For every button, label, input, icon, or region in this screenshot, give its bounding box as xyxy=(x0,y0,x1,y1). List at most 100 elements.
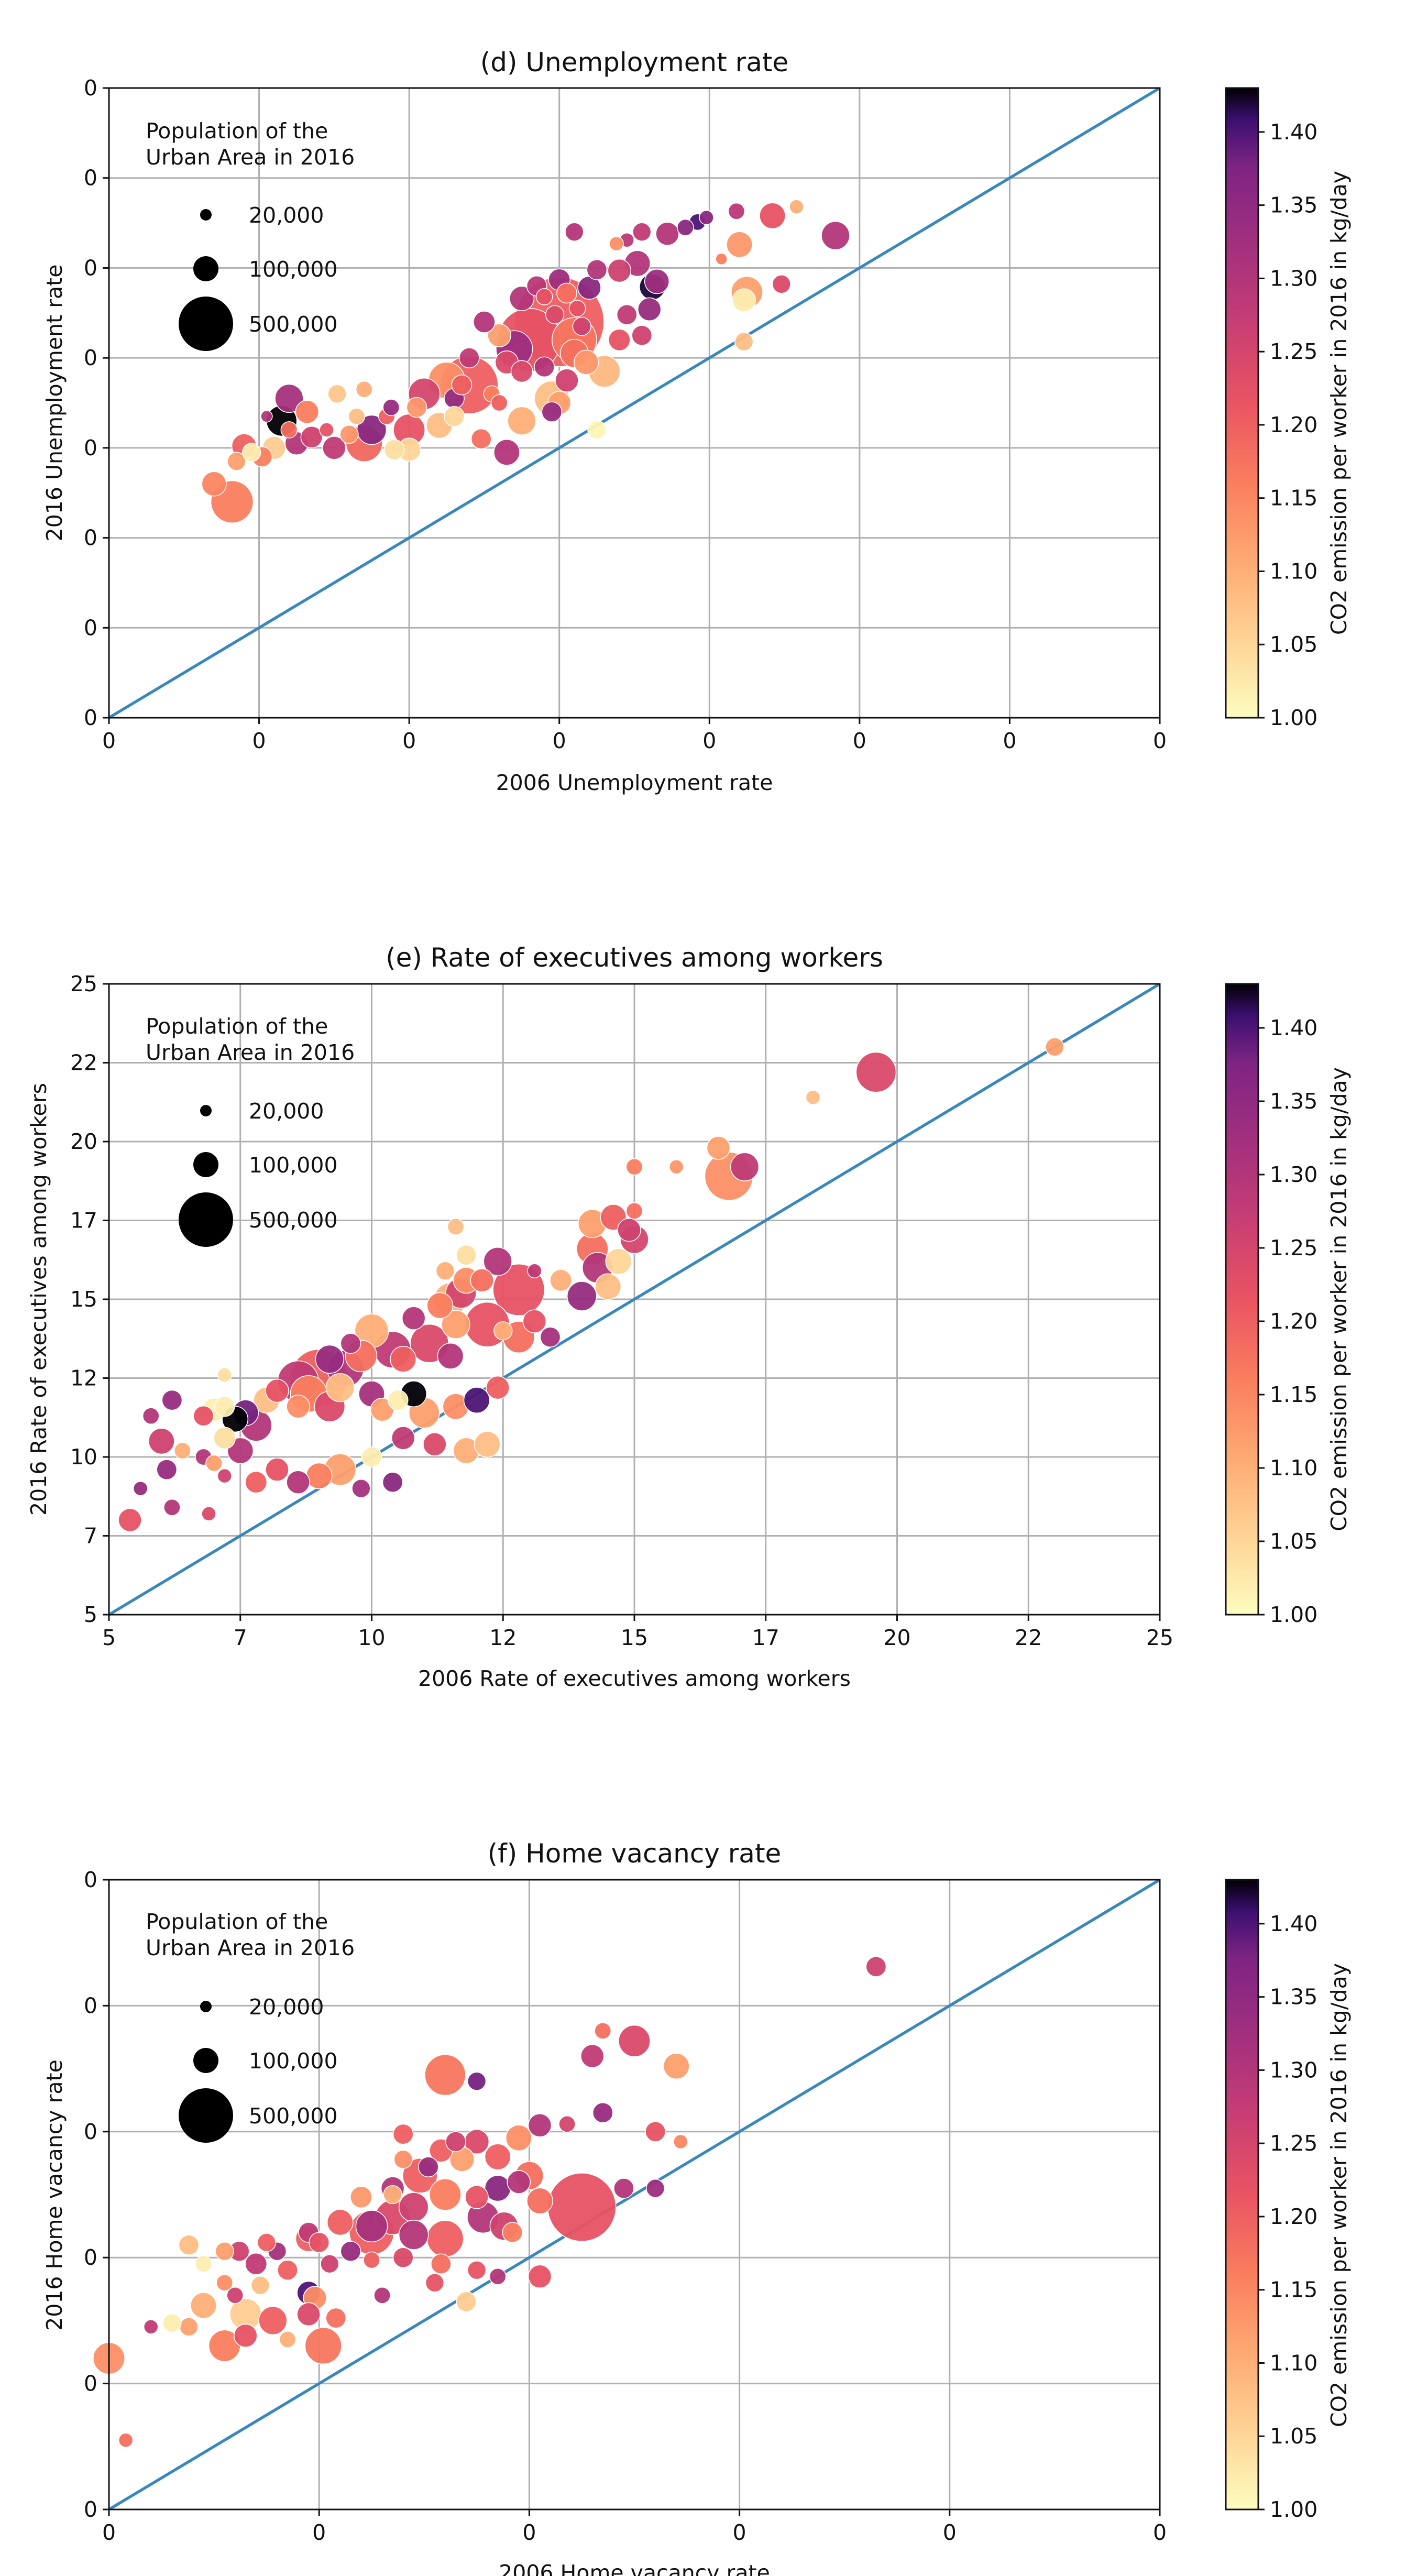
x-tick-label: 5 xyxy=(102,1625,116,1650)
data-point xyxy=(528,2264,552,2289)
panel-e-y-axis-label: 2016 Rate of executives among workers xyxy=(26,1083,51,1516)
data-point xyxy=(355,380,373,398)
colorbar-tick-label: 1.25 xyxy=(1270,2131,1317,2156)
data-point xyxy=(445,2131,466,2152)
panel-e-title: (e) Rate of executives among workers xyxy=(386,942,883,973)
colorbar-tick-label: 1.35 xyxy=(1270,1985,1317,2010)
data-point xyxy=(429,2178,462,2211)
data-point xyxy=(274,383,304,413)
data-point xyxy=(625,1202,643,1220)
panel-f-x-axis-label: 2006 Home vacancy rate xyxy=(499,2560,770,2576)
x-tick-label: 0 xyxy=(1003,728,1016,753)
y-tick-label: 5 xyxy=(84,1602,97,1627)
data-point xyxy=(418,2156,439,2177)
data-point xyxy=(592,2102,613,2123)
panel-d-y-ticks: 0 0 0 0 0 0 0 0 xyxy=(84,75,109,730)
data-point xyxy=(195,2255,212,2273)
data-point xyxy=(205,1454,223,1472)
legend-size-medium-label: 100,000 xyxy=(249,257,338,282)
data-point xyxy=(587,420,607,440)
data-point xyxy=(595,1273,622,1300)
data-point xyxy=(734,332,754,352)
legend-marker-large xyxy=(179,1192,233,1247)
panel-e-x-axis-label: 2006 Rate of executives among workers xyxy=(418,1666,851,1691)
x-tick-label: 0 xyxy=(733,2520,746,2545)
y-tick-label: 17 xyxy=(70,1208,97,1233)
data-point xyxy=(728,202,745,220)
colorbar-tick-label: 1.30 xyxy=(1270,266,1317,291)
data-point xyxy=(486,1375,510,1400)
panel-f-points xyxy=(93,1956,887,2448)
legend-size-small-label: 20,000 xyxy=(249,1099,324,1124)
panel-e-identity-line xyxy=(108,982,1161,1616)
data-point xyxy=(458,347,480,368)
x-tick-label: 15 xyxy=(621,1625,648,1650)
data-point xyxy=(245,1471,268,1494)
data-point xyxy=(663,2053,690,2080)
panel-d-size-legend: Population of the Urban Area in 2016 20,… xyxy=(146,118,355,351)
data-point xyxy=(493,1321,513,1341)
data-point xyxy=(609,236,624,251)
legend-size-small-label: 20,000 xyxy=(249,203,324,228)
data-point xyxy=(473,311,496,333)
data-point xyxy=(526,2187,553,2215)
data-point xyxy=(374,2286,391,2304)
colorbar-ticks: 1.00 1.05 1.10 1.15 1.20 1.25 1.30 1.35 1.40 xyxy=(1258,1015,1317,1627)
data-point xyxy=(730,1152,760,1181)
data-point xyxy=(580,2044,605,2068)
data-point xyxy=(217,1468,232,1484)
data-point xyxy=(715,253,728,266)
data-point xyxy=(426,2220,464,2257)
data-point xyxy=(286,1394,310,1419)
data-point xyxy=(484,2175,511,2202)
data-point xyxy=(234,2323,258,2348)
data-point xyxy=(586,259,608,280)
data-point xyxy=(759,202,786,229)
x-tick-label: 17 xyxy=(752,1625,779,1650)
data-point xyxy=(296,2302,321,2327)
legend-marker-medium xyxy=(193,2048,218,2073)
legend-title-line2: Urban Area in 2016 xyxy=(146,1935,355,1960)
colorbar-tick-label: 1.00 xyxy=(1270,1602,1317,1627)
panel-d-title: (d) Unemployment rate xyxy=(480,47,788,78)
panel-f-x-ticks: 0 0 0 0 0 0 xyxy=(102,2509,1167,2545)
panel-d-y-axis-label: 2016 Unemployment rate xyxy=(42,265,67,542)
panel-e-size-legend: Population of the Urban Area in 2016 20,… xyxy=(146,1014,355,1247)
data-point xyxy=(277,2260,298,2281)
panel-f-y-ticks: 0 0 0 0 0 0 xyxy=(84,1867,109,2522)
data-point xyxy=(425,2273,445,2293)
colorbar-label: CO2 emission per worker in 2016 in kg/da… xyxy=(1326,1963,1352,2427)
data-point xyxy=(594,2022,612,2040)
legend-title-line2: Urban Area in 2016 xyxy=(146,145,355,170)
colorbar-tick-label: 1.20 xyxy=(1270,2204,1317,2229)
x-tick-label: 0 xyxy=(1153,728,1167,753)
data-point xyxy=(326,2209,354,2236)
data-point xyxy=(706,1136,731,1160)
colorbar-tick-label: 1.15 xyxy=(1270,1382,1317,1407)
data-point xyxy=(319,422,334,437)
data-point xyxy=(242,443,261,462)
data-point xyxy=(143,2319,159,2334)
data-point xyxy=(201,1506,216,1521)
data-point xyxy=(541,401,563,423)
data-point xyxy=(507,2170,531,2194)
data-point xyxy=(527,1263,542,1279)
panel-d-x-axis-label: 2006 Unemployment rate xyxy=(496,770,773,795)
data-point xyxy=(1045,1037,1064,1057)
y-tick-label: 10 xyxy=(70,1444,97,1470)
legend-size-large-label: 500,000 xyxy=(249,2103,338,2129)
y-tick-label: 20 xyxy=(70,1129,97,1154)
y-tick-label: 0 xyxy=(84,705,97,730)
data-point xyxy=(193,1405,214,1427)
data-point xyxy=(161,1389,183,1411)
y-tick-label: 0 xyxy=(84,75,97,101)
colorbar-tick-label: 1.20 xyxy=(1270,1309,1317,1334)
data-point xyxy=(607,258,632,283)
panel-f-size-legend: Population of the Urban Area in 2016 20,… xyxy=(146,1909,355,2143)
data-point xyxy=(631,325,653,346)
colorbar-tick-label: 1.00 xyxy=(1270,2497,1317,2522)
legend-marker-medium xyxy=(193,256,218,281)
data-point xyxy=(502,2222,523,2243)
panel-f-colorbar: 1.00 1.05 1.10 1.15 1.20 1.25 1.30 1.35 1.40 CO2… xyxy=(1225,1879,1352,2522)
data-point xyxy=(423,1432,447,1456)
